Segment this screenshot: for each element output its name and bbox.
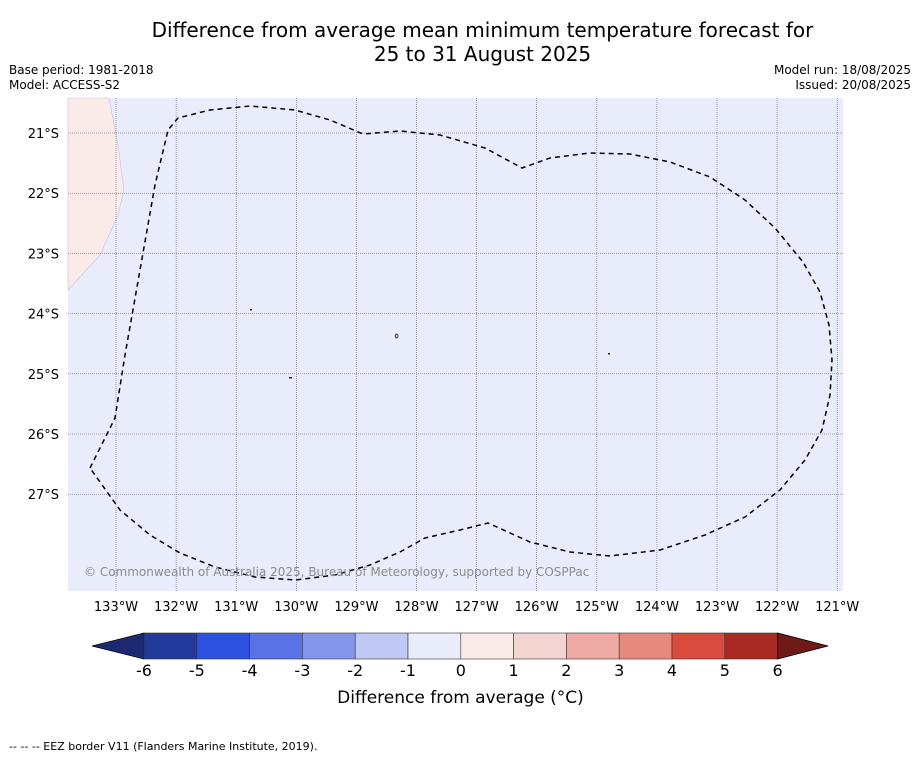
colorbar-low-extension <box>91 632 145 660</box>
colorbar-bin <box>143 632 198 660</box>
lon-tick-label: 129°W <box>334 600 378 615</box>
lon-tick-label: 133°W <box>94 600 138 615</box>
colorbar-tick-label: 3 <box>614 661 624 680</box>
copyright-text: © Commonwealth of Australia 2025, Bureau… <box>84 565 590 579</box>
lon-tick-label: 124°W <box>635 600 679 615</box>
lon-tick-label: 122°W <box>755 600 799 615</box>
lat-tick-label: 27°S <box>28 488 59 503</box>
colorbar-tick-label: 1 <box>509 661 519 680</box>
chart-title: Difference from average mean minimum tem… <box>0 18 919 66</box>
eez-footnote: -- -- -- EEZ border V11 (Flanders Marine… <box>9 740 318 753</box>
islet <box>250 309 252 311</box>
colorbar-tick-label: -2 <box>347 661 363 680</box>
colorbar-bin <box>566 632 620 660</box>
islet <box>395 333 399 339</box>
colorbar-bin <box>671 632 726 660</box>
base-period-text: Base period: 1981-2018 <box>9 63 154 77</box>
colorbar-bin <box>354 632 409 660</box>
colorbar-tick-label: -3 <box>294 661 310 680</box>
colorbar-bin <box>302 632 356 660</box>
eez-border <box>89 105 833 581</box>
colorbar-bin <box>249 632 303 660</box>
colorbar-bin <box>196 632 250 660</box>
lon-tick-label: 121°W <box>815 600 859 615</box>
map-background <box>68 98 843 591</box>
islet <box>608 353 610 355</box>
colorbar-tick-label: -5 <box>189 661 205 680</box>
lon-tick-label: 125°W <box>575 600 619 615</box>
lat-tick-label: 21°S <box>28 127 59 142</box>
lat-tick-label: 22°S <box>28 187 59 202</box>
colorbar-tick-label: 0 <box>456 661 466 680</box>
colorbar-label: Difference from average (°C) <box>337 688 584 708</box>
colorbar-bin <box>618 632 673 660</box>
longitude-labels: 133°W 132°W 131°W 130°W 129°W 128°W 127°W 126°W… <box>94 600 860 615</box>
lat-tick-label: 26°S <box>28 428 59 443</box>
model-text: Model: ACCESS-S2 <box>9 78 121 92</box>
warm-anomaly-area <box>67 97 125 291</box>
colorbar-tick-label: -4 <box>242 661 258 680</box>
colorbar-bin <box>407 632 462 660</box>
lat-tick-label: 23°S <box>28 247 59 262</box>
issued-text: Issued: 20/08/2025 <box>795 78 911 92</box>
gridlines <box>68 98 843 591</box>
colorbar-high-extension <box>777 632 829 660</box>
lon-tick-label: 130°W <box>274 600 318 615</box>
colorbar-tick-label: -6 <box>136 661 152 680</box>
islet <box>289 377 292 379</box>
colorbar-tick-label: 5 <box>720 661 730 680</box>
lat-tick-label: 24°S <box>28 308 59 323</box>
lon-tick-label: 128°W <box>394 600 438 615</box>
colorbar-tick-labels: -6 -5 -4 -3 -2 -1 0 1 2 3 4 5 6 <box>136 661 783 680</box>
colorbar-bin <box>460 632 514 660</box>
latitude-labels: 21°S 22°S 23°S 24°S 25°S 26°S 27°S <box>28 127 59 503</box>
model-run-text: Model run: 18/08/2025 <box>773 63 911 77</box>
colorbar-bin <box>724 632 778 660</box>
colorbar-tick-label: 2 <box>561 661 571 680</box>
title-line-2: 25 to 31 August 2025 <box>373 42 592 66</box>
lon-tick-label: 132°W <box>154 600 198 615</box>
lat-tick-label: 25°S <box>28 368 59 383</box>
colorbar-bin <box>513 632 567 660</box>
meta-left: Base period: 1981-2018 Model: ACCESS-S2 <box>9 63 154 93</box>
colorbar-tick-label: 6 <box>773 661 783 680</box>
islets <box>250 309 610 379</box>
colorbar-tick-label: -1 <box>400 661 416 680</box>
lon-tick-label: 131°W <box>214 600 258 615</box>
map-area <box>67 97 843 591</box>
lon-tick-label: 126°W <box>515 600 559 615</box>
lon-tick-label: 123°W <box>695 600 739 615</box>
meta-right: Model run: 18/08/2025 Issued: 20/08/2025 <box>774 63 911 93</box>
colorbar <box>91 632 829 660</box>
title-line-1: Difference from average mean minimum tem… <box>151 18 814 42</box>
colorbar-tick-label: 4 <box>667 661 677 680</box>
lon-tick-label: 127°W <box>455 600 499 615</box>
